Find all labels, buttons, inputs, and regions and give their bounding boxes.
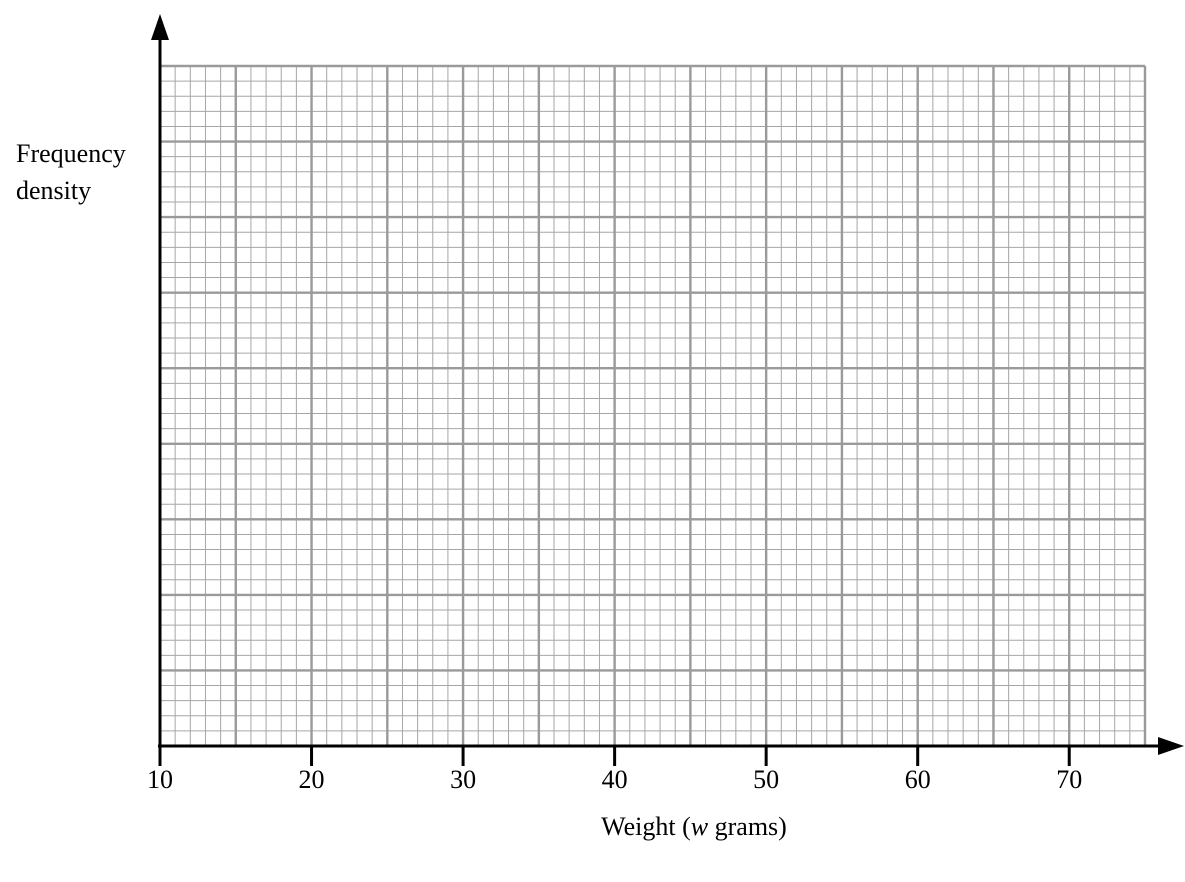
y-axis-arrow-icon [151,14,169,40]
x-tick-label: 70 [1056,765,1082,794]
x-axis-title-part-1: Weight ( [601,812,691,841]
x-tick-label: 10 [147,765,173,794]
major-grid [158,64,1147,748]
y-axis-title-line-1: Frequency [16,139,126,168]
x-tick-labels: 10 20 30 40 50 60 70 [147,765,1082,794]
x-tick-label: 50 [753,765,779,794]
x-axis-title-part-2: grams) [708,812,787,841]
x-tick-label: 60 [905,765,931,794]
x-axis-arrow-icon [1158,737,1184,755]
x-tick-label: 40 [602,765,628,794]
x-ticks [158,746,1071,766]
x-tick-label: 30 [450,765,476,794]
x-axis-title-variable: w [691,812,709,841]
minor-grid [160,66,1145,746]
axes [151,14,1184,755]
y-axis-title-line-2: density [16,176,91,205]
x-tick-label: 20 [299,765,325,794]
x-axis-title: Weight (w grams) [601,812,787,841]
